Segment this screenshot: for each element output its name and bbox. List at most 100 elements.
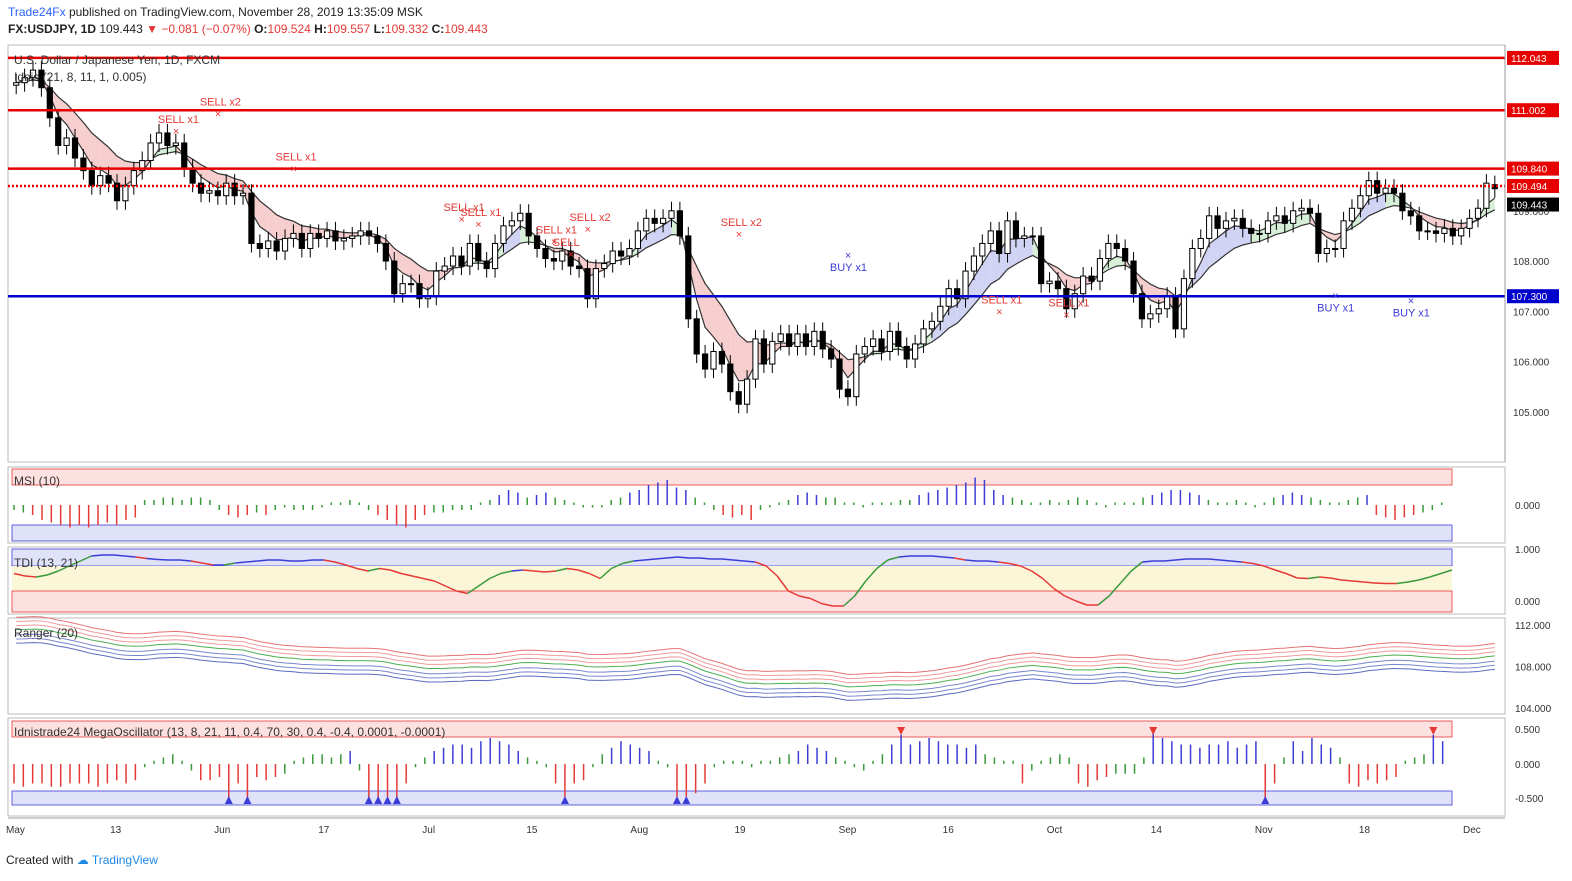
last-price-label: 109.443 <box>1511 201 1548 212</box>
candle-body <box>1323 247 1330 255</box>
tdi-line-segment <box>544 570 557 573</box>
tdi-line-segment <box>1297 577 1309 580</box>
trade-signal-label: BUY x1 <box>1317 302 1354 314</box>
candle-body <box>97 175 104 187</box>
price-tick-label: 107.000 <box>1513 307 1550 318</box>
ohlc-bar: FX:USDJPY, 1D 109.443 ▼ −0.081 (−0.07%) … <box>8 22 488 36</box>
candle-body <box>1382 187 1389 194</box>
tdi-line-segment <box>799 595 811 600</box>
candle-body <box>1390 187 1398 194</box>
ma-band-segment <box>1385 193 1394 209</box>
ma-band-segment <box>957 291 966 324</box>
tdi-line-segment <box>577 569 590 575</box>
ma-band-segment <box>1209 237 1218 268</box>
tdi-line-segment <box>1263 565 1276 571</box>
tdi-line-segment <box>13 572 26 577</box>
candle-body <box>340 237 347 242</box>
tdi-line-segment <box>954 557 966 561</box>
megaoscillator-pane[interactable]: 0.500 0.000 -0.500 <box>7 717 1544 817</box>
ma-band-segment <box>1486 198 1495 215</box>
candle-body <box>1038 235 1045 285</box>
ma-band-segment <box>75 112 84 152</box>
time-tick-label: 18 <box>1359 825 1371 836</box>
tdi-line-segment <box>201 562 214 566</box>
tdi-line-segment <box>1374 582 1386 585</box>
tdi-line-segment <box>898 555 911 558</box>
time-tick-label: 13 <box>110 825 122 836</box>
candle-body <box>382 242 389 262</box>
candle-body <box>483 260 490 270</box>
mega-lower-zone <box>11 790 1453 806</box>
tdi-line-segment <box>533 570 546 573</box>
tdi-line-segment <box>655 557 667 560</box>
time-tick-label: Sep <box>839 825 857 836</box>
price-tick-label: 106.000 <box>1513 358 1550 369</box>
candle-body <box>743 378 751 405</box>
candle-body <box>323 230 331 239</box>
symbol-label: FX:USDJPY, 1D <box>8 22 97 36</box>
tdi-line-segment <box>1285 572 1298 579</box>
candle-body <box>273 240 280 252</box>
tdi-line-segment <box>423 577 435 582</box>
trade-signal-label: BUY x1 <box>1393 307 1430 319</box>
tdi-line-segment <box>865 568 878 582</box>
footer: Created with ☁ TradingView <box>6 853 158 867</box>
tdi-line-segment <box>301 559 313 562</box>
tdi-line-segment <box>1418 576 1431 581</box>
time-tick-label: May <box>6 825 25 836</box>
trade-signal-label: SELL x1 <box>158 114 199 126</box>
ma-band-segment <box>721 306 731 366</box>
candle-body <box>130 170 137 187</box>
candle-body <box>290 232 297 239</box>
tdi-line-segment <box>35 574 48 578</box>
time-tick-label: Jun <box>214 825 230 836</box>
megaoscillator-label: Idnistrade24 MegaOscillator (13, 8, 21, … <box>14 725 445 739</box>
ma-band-segment <box>511 225 521 250</box>
tdi-line-segment <box>611 562 623 570</box>
candle-body <box>122 185 129 202</box>
tdi-line-segment <box>323 559 335 563</box>
author-name[interactable]: Trade24Fx <box>8 5 66 19</box>
ranger-pane[interactable]: 112.000 108.000 104.000 <box>7 616 1552 715</box>
tdi-pane[interactable]: 1.000 0.000 <box>7 545 1540 615</box>
ma-band-segment <box>1225 225 1235 255</box>
mega-tick-label: 0.000 <box>1515 760 1540 771</box>
price-tick-label: 109.000 <box>1513 207 1550 218</box>
tdi-line-segment <box>500 570 512 575</box>
msi-pane[interactable]: 0.000 <box>7 466 1540 544</box>
trade-signal-label: SELL x2 <box>569 212 610 224</box>
ma-band-segment <box>1108 256 1117 270</box>
tradingview-brand[interactable]: TradingView <box>91 853 158 867</box>
price-change: −0.081 (−0.07%) <box>161 22 251 36</box>
candle-body <box>878 338 885 352</box>
tdi-line-segment <box>1053 587 1066 597</box>
candle-body <box>1357 195 1364 209</box>
tradingview-logo-icon[interactable]: ☁ <box>76 853 89 867</box>
tdi-line-segment <box>522 569 534 572</box>
price-tick-label: 108.000 <box>1513 257 1550 268</box>
tdi-line-segment <box>334 561 347 566</box>
signal-marker-icon: × <box>568 249 574 261</box>
ma-band-segment <box>990 250 1000 284</box>
candle-body <box>46 87 53 119</box>
candle-body <box>1432 230 1440 234</box>
tdi-line-segment <box>1208 558 1220 561</box>
ma-band-segment <box>713 294 722 348</box>
tdi-line-segment <box>1429 572 1442 578</box>
price-pane[interactable]: 112.043 111.002 109.840 109.494 107.300 109.4… <box>7 44 1572 463</box>
tdi-line-segment <box>998 561 1010 565</box>
candle-body <box>1306 207 1314 214</box>
candle-body <box>903 345 910 360</box>
time-axis[interactable]: May 13 Jun 17 Jul 15 Aug 19 Sep 16 Oct 14 Nov 18 Dec <box>6 817 1505 836</box>
tdi-line-segment <box>367 567 380 572</box>
candle-body <box>206 190 213 194</box>
price-tick-label: 105.000 <box>1513 408 1550 419</box>
candle-body <box>265 240 272 249</box>
candle-body <box>1231 217 1238 222</box>
candle-body <box>794 333 801 347</box>
ma-band-segment <box>1435 218 1445 228</box>
signal-marker-icon: × <box>215 108 221 120</box>
tdi-line-segment <box>1407 579 1419 583</box>
tdi-line-segment <box>412 575 424 580</box>
